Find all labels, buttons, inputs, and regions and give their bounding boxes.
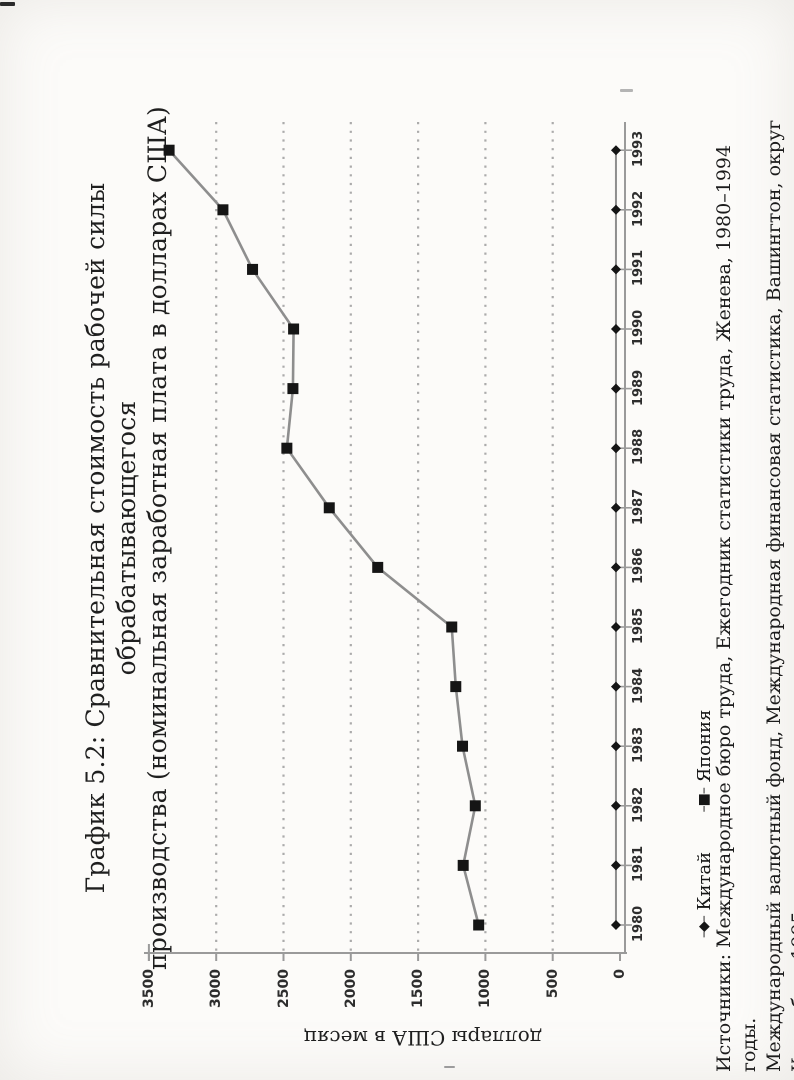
year-tick-label: 1982 [631, 786, 646, 823]
china-data-point-diamond [610, 324, 621, 334]
scan-artifact [0, 2, 15, 6]
china-series [610, 145, 621, 930]
japan-data-point-square [323, 502, 335, 514]
japan-data-point-square [457, 859, 469, 871]
china-data-point-diamond [610, 920, 621, 930]
china-data-point-diamond [610, 383, 621, 394]
chart-title: График 5.2: Сравнительная стоимость рабо… [80, 62, 173, 1014]
scan-artifact [444, 1066, 455, 1068]
china-data-point-diamond [610, 145, 621, 156]
year-tick-label: 1991 [631, 250, 646, 287]
value-tick-label: 2000 [342, 969, 359, 1008]
year-tick-label: 1984 [631, 667, 646, 704]
china-data-point-diamond [610, 443, 621, 454]
year-tick-label: 1990 [631, 309, 646, 346]
year-axis [617, 122, 632, 953]
japan-data-point-square [372, 561, 384, 573]
chart-title-line1: График 5.2: Сравнительная стоимость рабо… [81, 182, 141, 894]
year-tick-label: 1986 [631, 548, 646, 585]
china-data-point-diamond [610, 502, 621, 513]
china-data-point-diamond [610, 741, 621, 752]
value-tick-label: 2500 [275, 969, 292, 1008]
year-tick-label: 1983 [631, 727, 646, 764]
china-data-point-diamond [610, 622, 621, 632]
sources-line1: Источники: Международное бюро труда, Еже… [713, 144, 760, 1072]
value-axis [144, 944, 627, 961]
china-data-point-diamond [610, 800, 621, 811]
china-data-point-diamond [610, 860, 621, 871]
year-tick-label: 1980 [631, 905, 646, 942]
sources-line3: Колумбия, 1995 г. [788, 889, 794, 1072]
china-diamond-marker-icon: –◆– [696, 916, 712, 938]
japan-data-point-square [247, 263, 259, 275]
value-tick-label: 1500 [410, 969, 427, 1008]
china-data-point-diamond [610, 264, 621, 275]
japan-data-point-square [288, 323, 300, 335]
japan-data-point-square [217, 204, 229, 216]
value-tick-label: 1000 [477, 969, 494, 1008]
year-tick-label: 1988 [631, 429, 646, 466]
value-tick-label: 3000 [208, 969, 225, 1008]
japan-data-point-square [473, 919, 485, 931]
japan-data-point-square [457, 740, 469, 752]
value-tick-label: 0 [612, 969, 628, 979]
japan-data-point-square [281, 442, 293, 454]
year-tick-label: 1989 [631, 369, 646, 406]
japan-data-point-square [446, 621, 458, 633]
scan-artifact [620, 89, 633, 92]
japan-data-point-square [450, 681, 462, 693]
sources-line2: Международный валютный фонд, Международн… [763, 119, 785, 1072]
year-tick-label: 1992 [631, 190, 646, 227]
japan-data-point-square [287, 383, 299, 395]
year-tick-label: 1987 [631, 488, 646, 525]
china-data-point-diamond [610, 562, 621, 573]
gridlines [215, 122, 554, 951]
value-axis-title: доллары США в месяц [303, 1026, 543, 1050]
japan-series [163, 144, 485, 931]
value-tick-label: 3500 [140, 969, 157, 1008]
value-tick-label: 500 [544, 969, 561, 999]
year-tick-label: 1985 [631, 607, 646, 644]
year-tick-label: 1993 [631, 131, 646, 168]
china-data-point-diamond [610, 204, 621, 215]
japan-square-marker-icon: –■– [696, 788, 712, 813]
chart-title-line2: производства (номинальная заработная пла… [143, 105, 172, 971]
china-data-point-diamond [610, 681, 621, 692]
year-tick-label: 1981 [631, 846, 646, 883]
japan-data-point-square [469, 800, 481, 812]
sources-note: Источники: Международное бюро труда, Еже… [712, 107, 794, 1072]
